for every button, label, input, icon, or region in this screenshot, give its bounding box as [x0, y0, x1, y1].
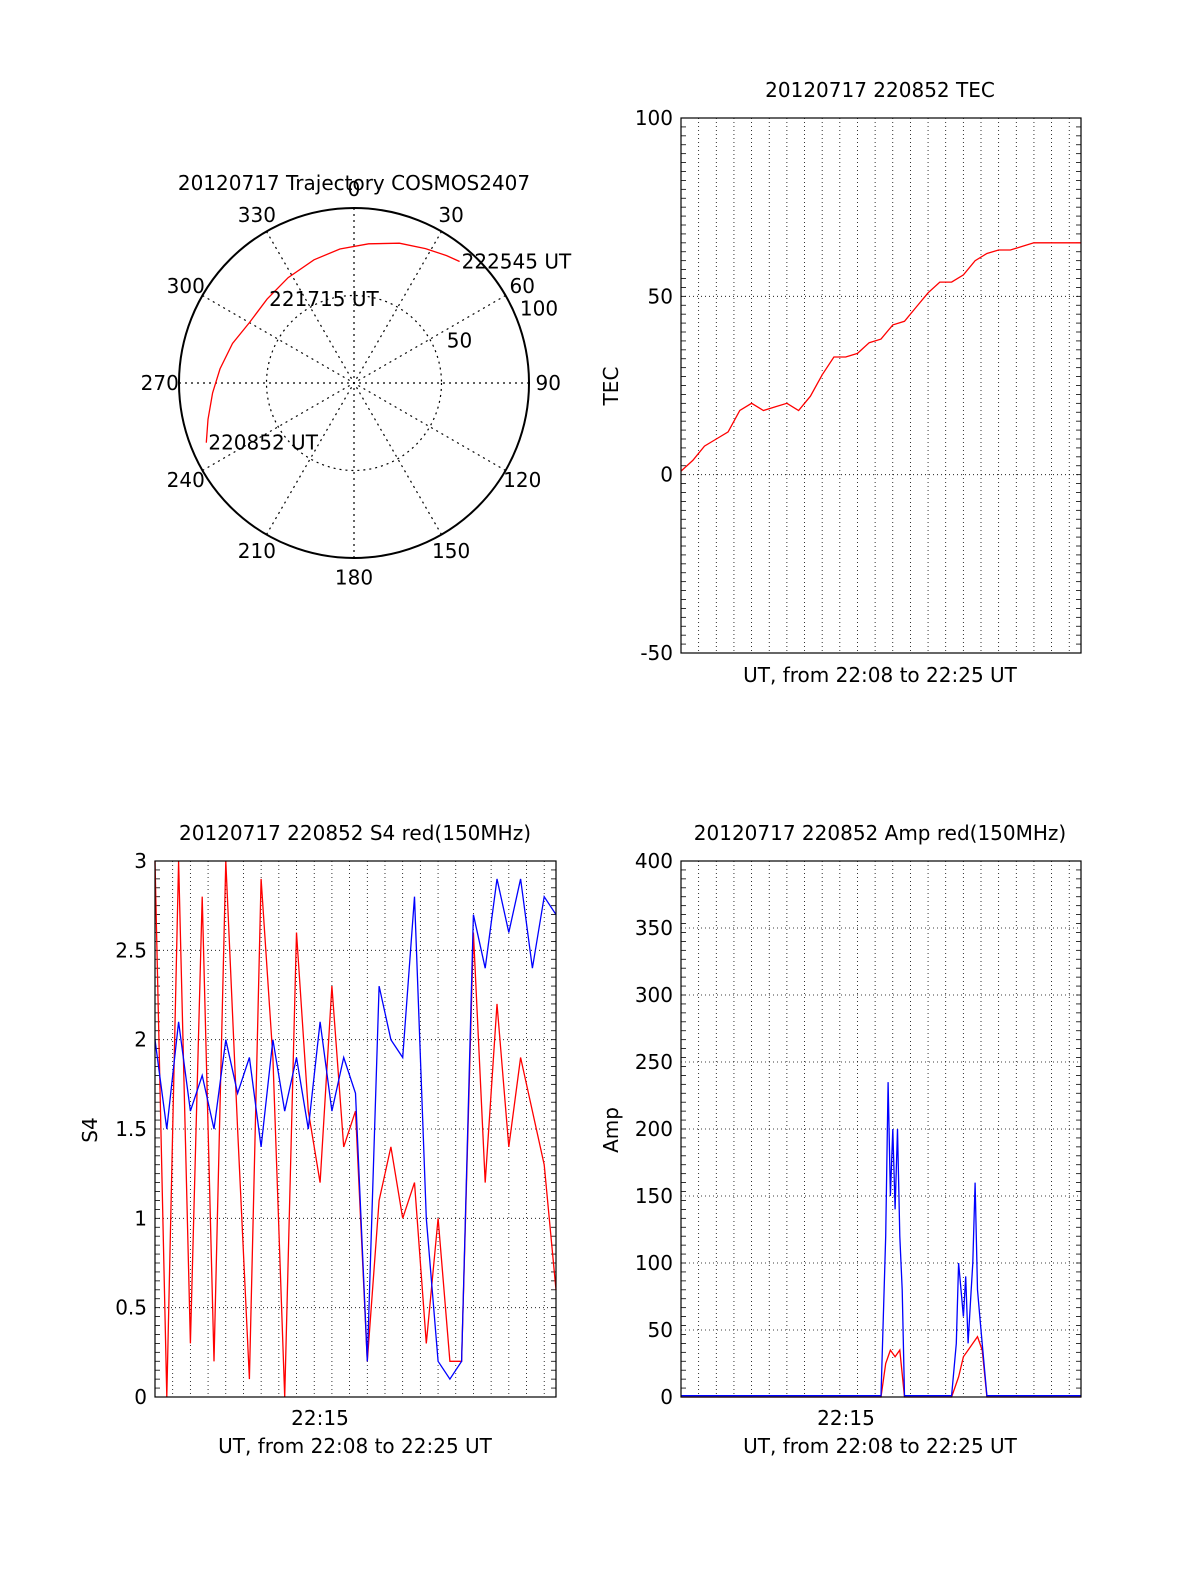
- amp-frame: [680, 860, 1082, 1398]
- amp-ytick-label: 50: [648, 1318, 673, 1342]
- polar-angle-label: 240: [167, 468, 205, 492]
- polar-time-annotation: 221715 UT: [269, 287, 379, 311]
- s4-ytick-label: 1.5: [115, 1117, 147, 1141]
- polar-angle-label: 180: [335, 565, 373, 589]
- amp-series-line: [681, 1082, 1081, 1397]
- s4-series: [154, 860, 557, 1398]
- polar-time-annotation: 222545 UT: [462, 249, 572, 273]
- amp-ytick-label: 300: [635, 983, 673, 1007]
- polar-angle-label: 150: [432, 539, 470, 563]
- s4-series-line: [154, 860, 557, 1398]
- amp-ytick-label: 150: [635, 1184, 673, 1208]
- tec-frame: [680, 117, 1082, 654]
- trajectory-panel: 20120717 Trajectory COSMOS2407 0 30 60 90 12…: [141, 171, 572, 589]
- amp-ytick-label: 200: [635, 1117, 673, 1141]
- s4-series-line: [154, 878, 557, 1381]
- polar-angle-label: 210: [238, 539, 276, 563]
- s4-panel: 20120717 220852 S4 red(150MHz) 0 0.5 1 1.5 2…: [78, 821, 557, 1458]
- amp-xtick-label: 22:15: [817, 1406, 875, 1430]
- s4-xtick-label: 22:15: [291, 1406, 349, 1430]
- tec-ytick-label: 100: [635, 106, 673, 130]
- tec-panel: 20120717 220852 TEC -50 0 50 100 TEC UT, fr…: [599, 78, 1082, 687]
- polar-angle-label: 270: [141, 371, 179, 395]
- s4-ytick-label: 3: [134, 849, 147, 873]
- amp-ytick-label: 400: [635, 849, 673, 873]
- polar-angle-label: 120: [503, 468, 541, 492]
- s4-y-tick-labels: 0 0.5 1 1.5 2 2.5 3: [115, 849, 147, 1409]
- polar-angle-label: 0: [348, 177, 361, 201]
- polar-angle-labels: 0 30 60 90 120 150 180 210 240 270 300 330: [141, 177, 561, 590]
- s4-ytick-label: 2.5: [115, 938, 147, 962]
- tec-ytick-label: -50: [640, 641, 673, 665]
- polar-trajectory-series: [205, 242, 460, 443]
- tec-ytick-label: 0: [660, 463, 673, 487]
- polar-angle-label: 300: [167, 274, 205, 298]
- polar-angle-label: 60: [509, 274, 534, 298]
- s4-ytick-label: 0: [134, 1385, 147, 1409]
- amp-panel: 20120717 220852 Amp red(150MHz) 0 50 100 15…: [599, 821, 1082, 1458]
- s4-ytick-label: 1: [134, 1206, 147, 1230]
- amp-ytick-label: 100: [635, 1251, 673, 1275]
- tec-ytick-label: 50: [648, 284, 673, 308]
- s4-ytick-label: 2: [134, 1028, 147, 1052]
- amp-xlabel: UT, from 22:08 to 22:25 UT: [743, 1434, 1018, 1458]
- polar-grid: [178, 207, 530, 559]
- polar-angle-label: 90: [536, 371, 561, 395]
- s4-ytick-label: 0.5: [115, 1296, 147, 1320]
- amp-series: [681, 1082, 1081, 1398]
- tec-y-tick-labels: -50 0 50 100: [635, 106, 673, 665]
- amp-y-tick-labels: 0 50 100 150 200 250 300 350 400: [635, 849, 673, 1409]
- amp-ytick-label: 250: [635, 1050, 673, 1074]
- polar-radius-label: 50: [447, 328, 472, 352]
- tec-ylabel: TEC: [599, 367, 623, 407]
- polar-annotations: 220852 UT 221715 UT 222545 UT: [208, 249, 572, 454]
- polar-inner-circle: [265, 294, 443, 472]
- amp-title: 20120717 220852 Amp red(150MHz): [694, 821, 1066, 845]
- polar-radius-labels: 50 100: [447, 296, 558, 352]
- trajectory-title: 20120717 Trajectory COSMOS2407: [178, 171, 530, 195]
- s4-ylabel: S4: [78, 1117, 102, 1142]
- tec-series: [680, 242, 1081, 472]
- polar-spoke: [265, 231, 443, 535]
- polar-trajectory-line: [205, 242, 460, 443]
- amp-grid: [681, 860, 1081, 1398]
- tec-grid: [681, 117, 1081, 654]
- s4-xlabel: UT, from 22:08 to 22:25 UT: [218, 1434, 493, 1458]
- tec-title: 20120717 220852 TEC: [765, 78, 995, 102]
- s4-title: 20120717 220852 S4 red(150MHz): [179, 821, 531, 845]
- polar-radius-label: 100: [520, 296, 558, 320]
- s4-frame: [154, 860, 557, 1398]
- amp-ylabel: Amp: [599, 1107, 623, 1153]
- tec-xlabel: UT, from 22:08 to 22:25 UT: [743, 663, 1018, 687]
- amp-ytick-label: 350: [635, 916, 673, 940]
- amp-series-line: [681, 1335, 1081, 1398]
- polar-angle-label: 330: [238, 203, 276, 227]
- tec-series-line: [680, 242, 1081, 472]
- polar-time-annotation: 220852 UT: [208, 431, 318, 455]
- polar-angle-label: 30: [438, 203, 463, 227]
- amp-ytick-label: 0: [660, 1385, 673, 1409]
